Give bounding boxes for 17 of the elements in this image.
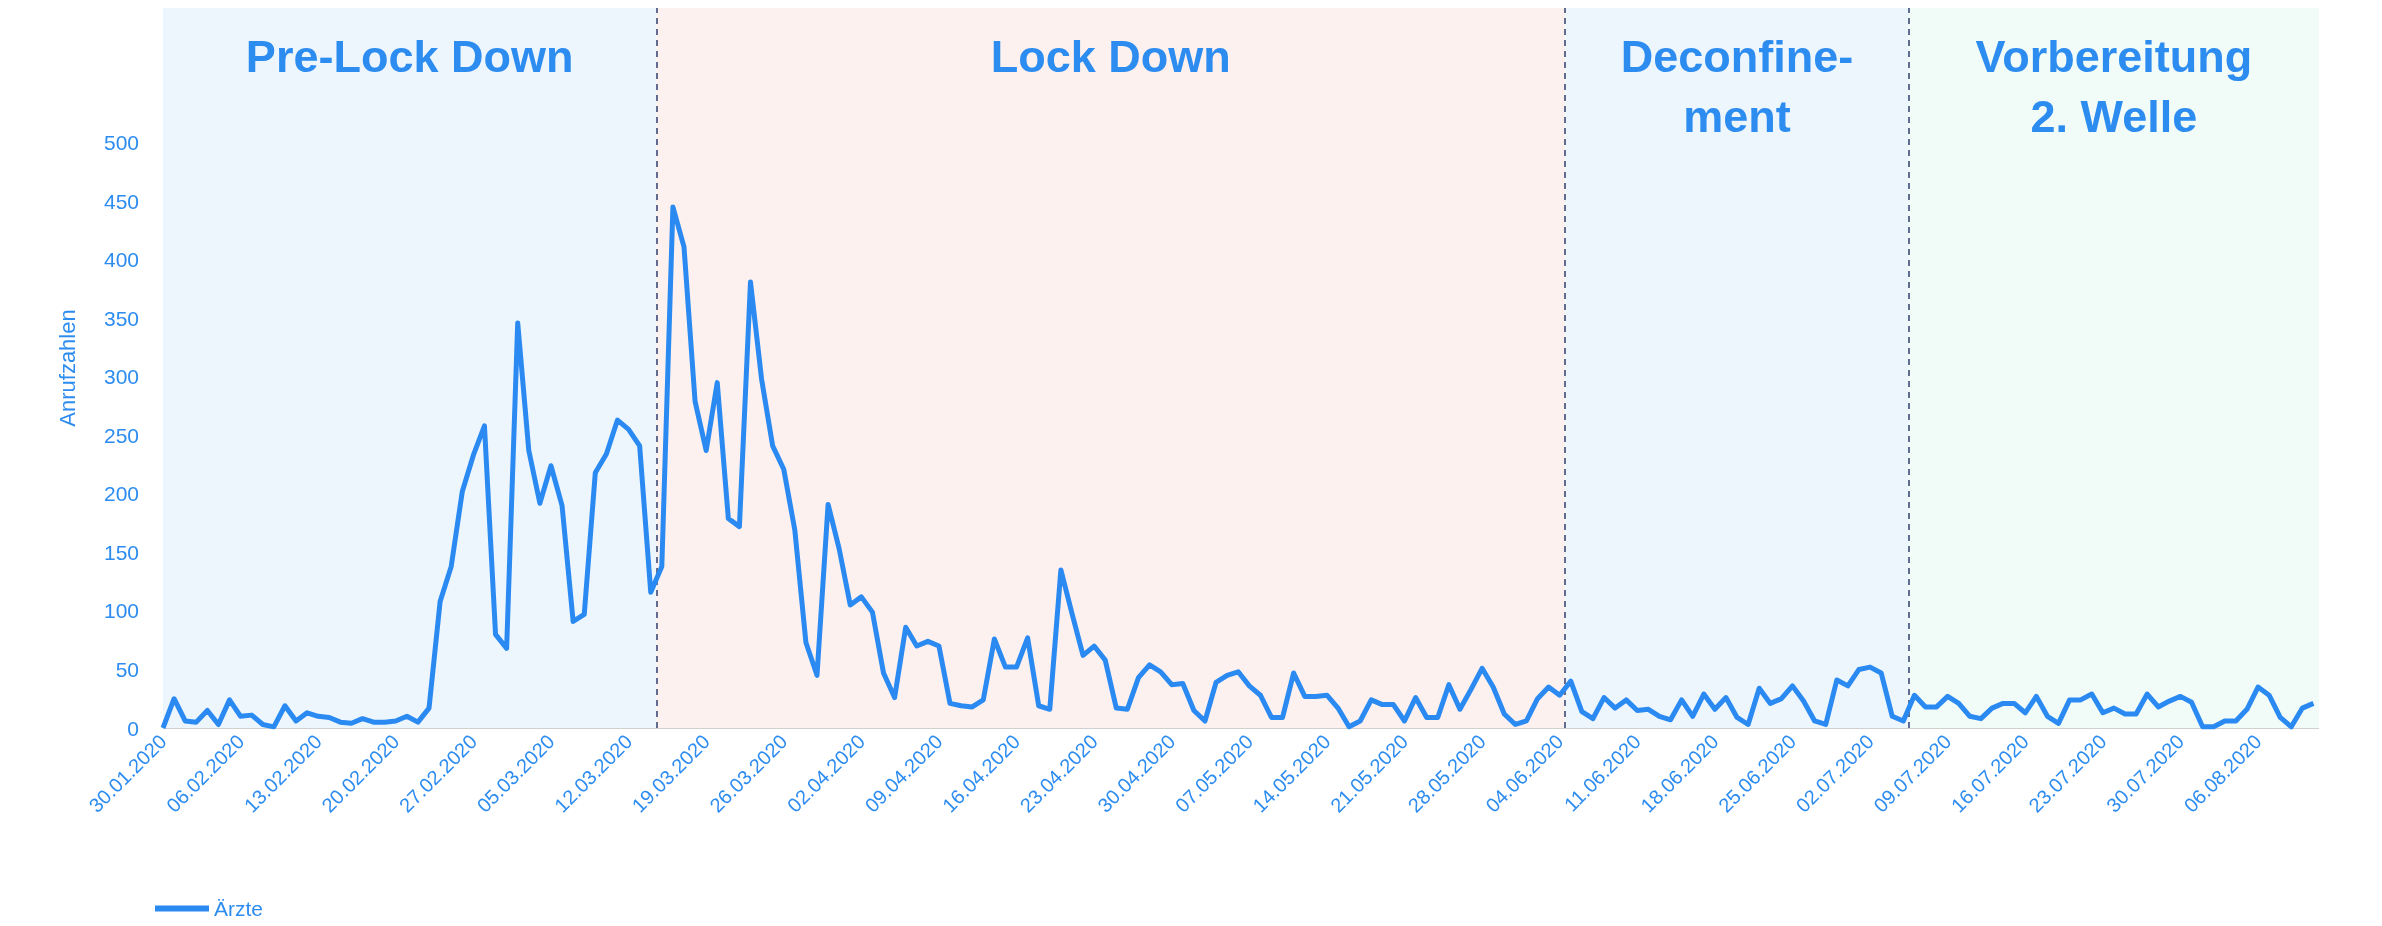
y-axis-title: Anrufzahlen xyxy=(54,309,80,427)
y-tick-label: 100 xyxy=(103,599,139,623)
y-tick-label: 400 xyxy=(103,248,139,272)
y-tick-label: 250 xyxy=(103,423,139,447)
y-tick-label: 300 xyxy=(103,365,139,389)
band-label: Deconfine- ment xyxy=(1620,30,1854,142)
y-tick-label: 350 xyxy=(103,306,139,330)
y-tick-label: 50 xyxy=(115,657,139,681)
band-label: Vorbereitung 2. Welle xyxy=(1975,30,2253,142)
y-tick-label: 450 xyxy=(103,189,139,213)
y-tick-label: 150 xyxy=(103,540,139,564)
y-tick-label: 0 xyxy=(127,716,139,740)
band-label: Pre-Lock Down xyxy=(245,30,574,82)
legend-label: Ärzte xyxy=(214,897,264,920)
y-tick-label: 200 xyxy=(103,482,139,506)
band-label: Lock Down xyxy=(990,30,1231,82)
y-tick-label: 500 xyxy=(103,131,139,155)
